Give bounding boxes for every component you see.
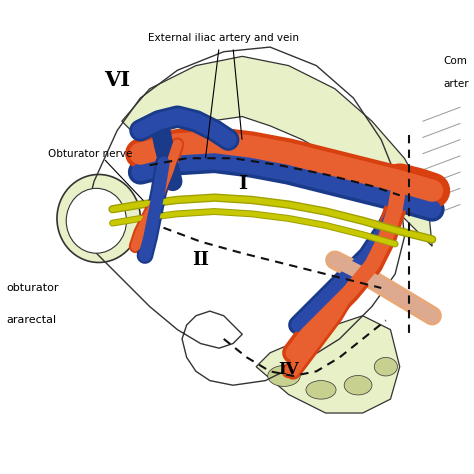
Text: Com: Com (444, 56, 468, 66)
Ellipse shape (306, 381, 336, 399)
Ellipse shape (57, 174, 140, 263)
Text: I: I (237, 175, 247, 193)
Text: Obturator nerve: Obturator nerve (48, 149, 132, 159)
Ellipse shape (374, 357, 397, 376)
Text: obturator: obturator (6, 283, 58, 293)
Ellipse shape (66, 188, 127, 253)
Text: II: II (192, 251, 209, 269)
Ellipse shape (344, 375, 372, 395)
Ellipse shape (268, 365, 300, 386)
Text: VI: VI (104, 70, 130, 90)
Text: ararectal: ararectal (6, 315, 56, 325)
Polygon shape (256, 316, 400, 413)
Text: IV: IV (278, 361, 299, 377)
Text: External iliac artery and vein: External iliac artery and vein (148, 33, 299, 43)
Polygon shape (122, 56, 432, 246)
Text: arter: arter (444, 79, 469, 89)
